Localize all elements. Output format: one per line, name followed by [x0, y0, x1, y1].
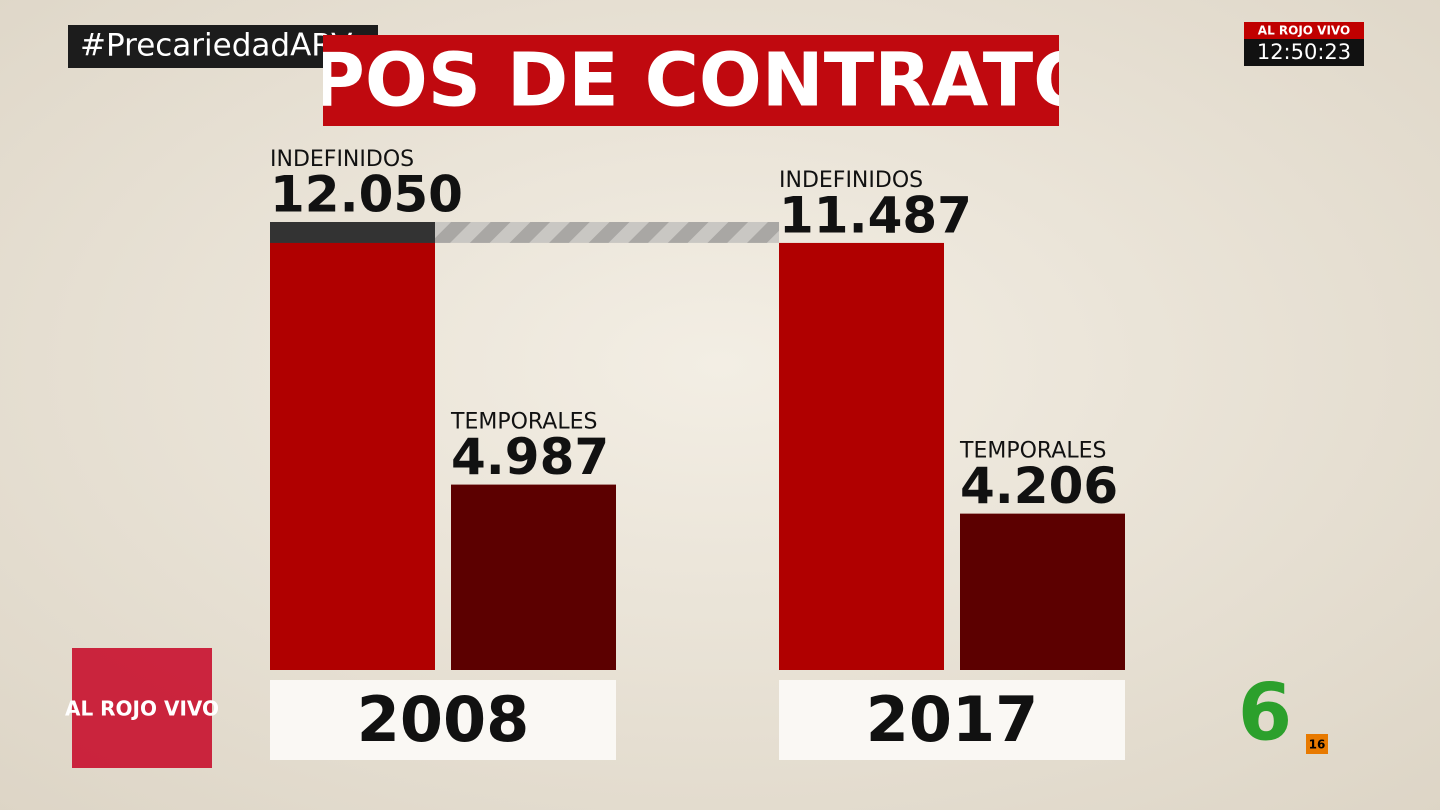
bar [960, 513, 1125, 670]
hashtag: #PrecariedadARV [80, 28, 352, 64]
bar [270, 222, 435, 670]
series-label: INDEFINIDOS [779, 168, 923, 193]
title-background [323, 35, 1059, 126]
value-label: 11.487 [779, 186, 972, 244]
logo-box [72, 648, 212, 768]
bar [779, 242, 944, 670]
series-label: TEMPORALES [959, 439, 1106, 464]
channel-tag: AL ROJO VIVO [1258, 24, 1350, 38]
value-label: 4.206 [960, 457, 1118, 515]
rating-box [1306, 734, 1328, 754]
year-box [270, 680, 616, 760]
x-tick-label: 2008 [357, 683, 530, 756]
x-tick-label: 2017 [866, 683, 1039, 756]
value-label: 4.987 [451, 428, 609, 486]
bar [451, 484, 616, 670]
clock-box [1244, 39, 1364, 66]
series-label: INDEFINIDOS [270, 147, 414, 172]
value-label: 12.050 [270, 166, 463, 224]
channel-tag-box [1244, 22, 1364, 39]
difference-band [435, 222, 779, 243]
title-box: TIPOS DE CONTRATOS [233, 35, 1150, 126]
chart-title: TIPOS DE CONTRATOS [233, 38, 1150, 124]
difference-segment [270, 222, 435, 243]
logo: AL ROJO VIVO [65, 697, 219, 721]
year-box [779, 680, 1125, 760]
chart: 2008INDEFINIDOS12.050TEMPORALES4.9872017… [270, 147, 1125, 760]
clock: 12:50:23 [1257, 40, 1351, 64]
rating: 16 [1309, 738, 1326, 752]
series-label: TEMPORALES [450, 410, 597, 435]
network-logo: 6 [1238, 668, 1292, 758]
